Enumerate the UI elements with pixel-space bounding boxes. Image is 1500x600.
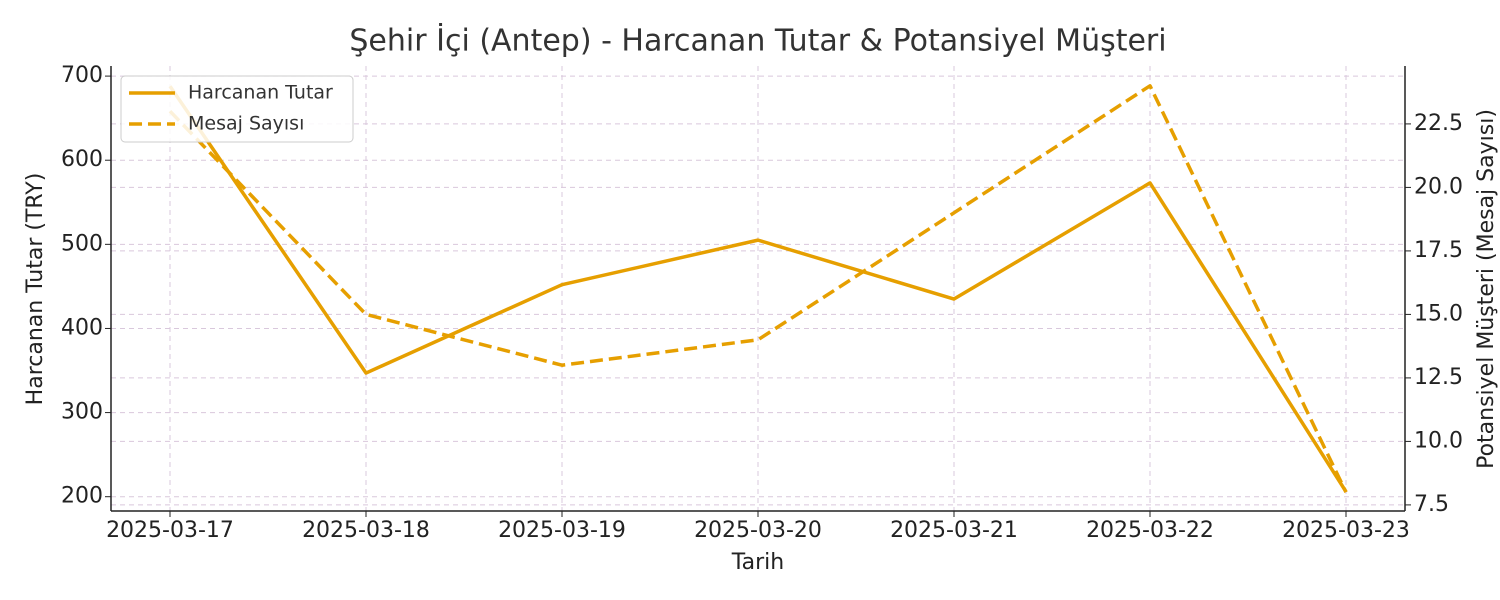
y-tick-label: 500: [61, 231, 103, 256]
x-tick-label: 2025-03-17: [106, 518, 234, 543]
y2-tick-label: 20.0: [1414, 174, 1463, 199]
y2-tick-label: 15.0: [1414, 301, 1463, 326]
chart-title: Şehir İçi (Antep) - Harcanan Tutar & Pot…: [349, 23, 1166, 59]
legend-box: [120, 75, 354, 143]
line-series: [168, 84, 1348, 493]
y2-tick-label: 12.5: [1414, 365, 1463, 390]
x-tick-label: 2025-03-19: [498, 518, 626, 543]
y-axis-label: Harcanan Tutar (TRY): [23, 173, 48, 406]
y-tick-label: 700: [61, 63, 103, 88]
y2-axis-label: Potansiyel Müşteri (Mesaj Sayısı): [1474, 109, 1499, 469]
x-tick-label: 2025-03-18: [302, 518, 430, 543]
y2-tick-label: 10.0: [1414, 428, 1463, 453]
y-tick-label: 300: [61, 400, 103, 425]
legend-label: Harcanan Tutar: [188, 82, 333, 104]
x-tick-label: 2025-03-20: [694, 518, 822, 543]
y2-tick-label: 17.5: [1414, 238, 1463, 263]
legend: Harcanan Tutar Mesaj Sayısı: [120, 75, 354, 143]
y-tick-label: 200: [61, 484, 103, 509]
y-tick-label: 400: [61, 315, 103, 340]
y2-tick-label: 7.5: [1414, 492, 1449, 517]
grid: [111, 66, 1405, 511]
y2-tick-label: 22.5: [1414, 111, 1463, 136]
x-tick-label: 2025-03-22: [1086, 518, 1214, 543]
x-tick-label: 2025-03-21: [890, 518, 1018, 543]
x-axis-label: Tarih: [731, 550, 784, 575]
x-tick-label: 2025-03-23: [1282, 518, 1410, 543]
plot: [168, 84, 1348, 493]
y-tick-label: 600: [61, 147, 103, 172]
line-series: [168, 85, 1348, 493]
legend-label: Mesaj Sayısı: [188, 113, 304, 135]
